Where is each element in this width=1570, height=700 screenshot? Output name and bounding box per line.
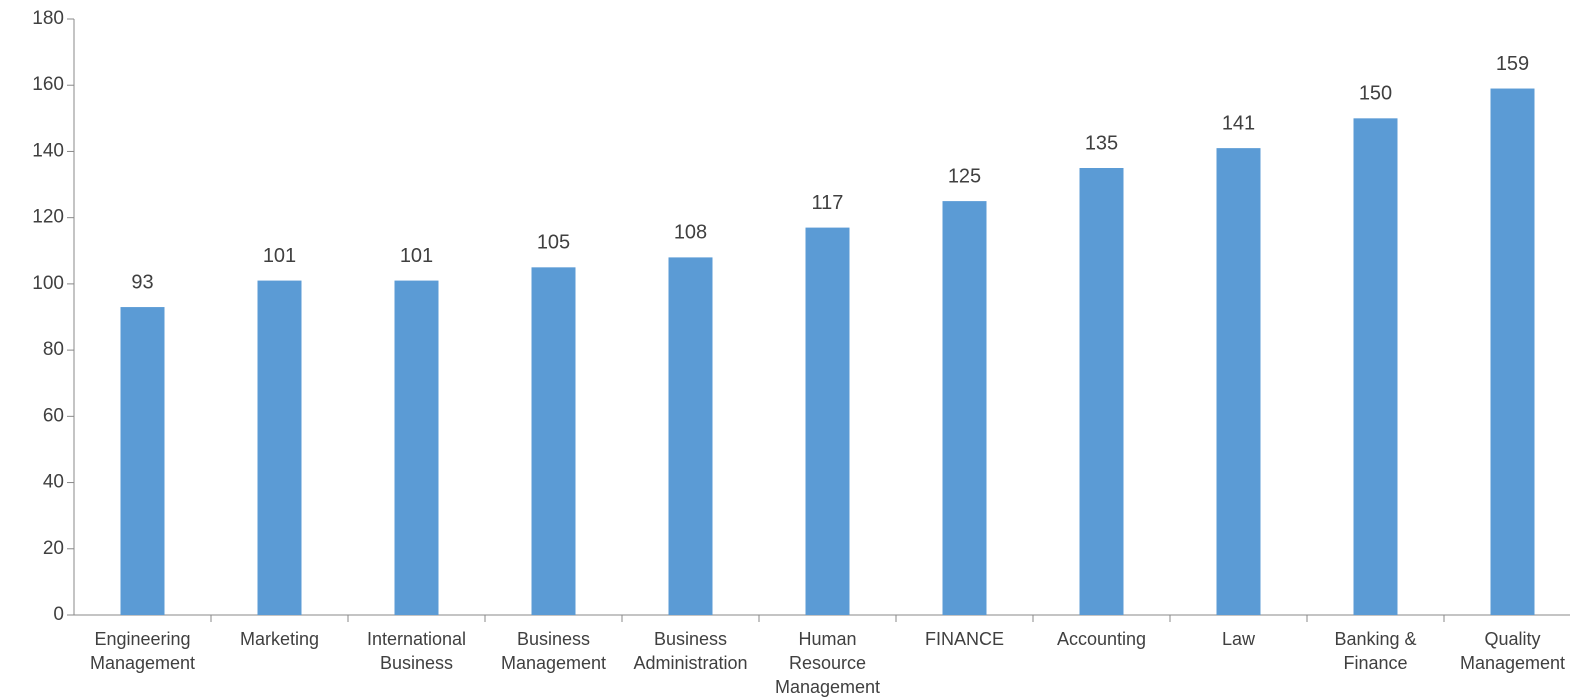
x-label-box: Quality Management <box>1459 629 1566 673</box>
value-label: 125 <box>948 165 981 187</box>
y-tick-label: 180 <box>32 8 64 29</box>
bar <box>942 201 987 615</box>
x-tick-label: Human Resource Management <box>774 629 881 697</box>
x-tick-label: FINANCE <box>924 629 1004 649</box>
value-label: 117 <box>812 192 844 214</box>
x-tick-label: International Business <box>366 629 467 673</box>
x-tick-label: Marketing <box>239 629 320 649</box>
x-tick-label: Business Administration <box>633 629 748 673</box>
x-label-box: Business Management <box>500 629 607 673</box>
x-label-box: Business Administration <box>633 629 748 673</box>
y-tick-label: 0 <box>53 604 64 625</box>
value-label: 105 <box>537 232 570 254</box>
bar <box>257 280 302 615</box>
bar <box>805 227 850 615</box>
x-tick-label: Business Management <box>500 629 607 673</box>
x-tick-label: Law <box>1221 629 1256 649</box>
bar <box>394 280 439 615</box>
bar <box>531 267 576 615</box>
x-label-box: Engineering Management <box>89 629 196 673</box>
bar <box>1079 168 1124 615</box>
x-label-box: International Business <box>366 629 467 673</box>
y-tick-label: 40 <box>43 472 64 493</box>
bar <box>1353 118 1398 615</box>
x-tick-label: Quality Management <box>1459 629 1566 673</box>
x-label-box: FINANCE <box>924 629 1004 649</box>
value-label: 101 <box>263 245 296 267</box>
x-label-box: Marketing <box>239 629 320 649</box>
x-label-box: Law <box>1221 629 1256 649</box>
bar <box>120 307 165 615</box>
value-label: 159 <box>1496 53 1529 75</box>
x-tick-label: Accounting <box>1056 629 1147 649</box>
x-tick-label: Banking & Finance <box>1334 629 1417 673</box>
value-label: 93 <box>131 271 153 293</box>
y-tick-label: 100 <box>32 273 64 294</box>
x-tick-label: Engineering Management <box>89 629 196 673</box>
value-label: 141 <box>1222 112 1255 134</box>
y-tick-label: 60 <box>43 405 64 426</box>
value-label: 135 <box>1085 132 1118 154</box>
y-tick-label: 140 <box>32 140 64 161</box>
value-label: 150 <box>1359 83 1392 105</box>
bar <box>1490 88 1535 616</box>
y-tick-label: 120 <box>32 207 64 228</box>
y-tick-label: 160 <box>32 74 64 95</box>
bar <box>668 257 713 615</box>
x-label-box: Accounting <box>1056 629 1147 649</box>
value-label: 101 <box>400 245 433 267</box>
x-label-box: Human Resource Management <box>774 629 881 697</box>
value-label: 108 <box>674 222 707 244</box>
y-tick-label: 80 <box>43 339 64 360</box>
bar <box>1216 148 1261 615</box>
y-tick-label: 20 <box>43 538 64 559</box>
x-label-box: Banking & Finance <box>1334 629 1417 673</box>
